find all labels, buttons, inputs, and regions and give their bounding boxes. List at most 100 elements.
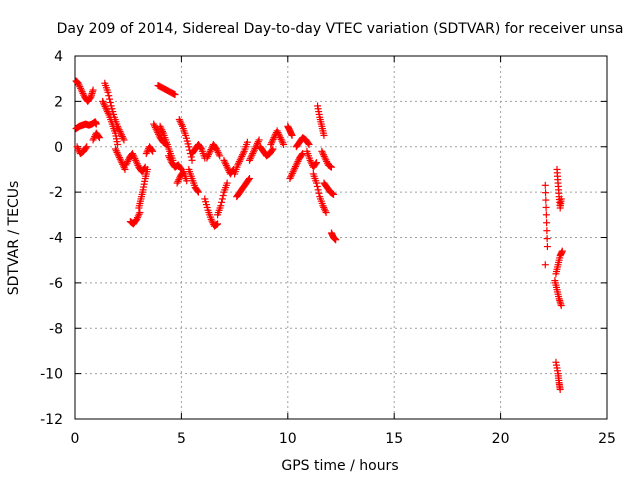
- data-point: [321, 154, 329, 162]
- data-point: [322, 156, 330, 164]
- data-point: [313, 182, 321, 190]
- data-point: [203, 154, 211, 162]
- data-point: [319, 151, 327, 159]
- data-point: [74, 79, 82, 87]
- data-point: [243, 138, 251, 146]
- data-point: [274, 129, 282, 137]
- data-point: [106, 95, 114, 103]
- data-point: [89, 86, 97, 94]
- data-point: [194, 187, 202, 195]
- data-point: [278, 137, 286, 145]
- data-point: [245, 175, 253, 183]
- data-point: [197, 144, 205, 152]
- data-point: [541, 261, 549, 269]
- data-point: [214, 220, 222, 228]
- data-point: [543, 243, 551, 251]
- data-point: [275, 130, 283, 138]
- y-tick-label: -12: [40, 412, 63, 428]
- data-point: [287, 173, 295, 181]
- data-point: [541, 181, 549, 189]
- data-point: [319, 149, 327, 157]
- data-point: [305, 140, 313, 148]
- data-point: [183, 177, 191, 185]
- data-point: [205, 149, 213, 157]
- data-point: [149, 147, 157, 155]
- data-point: [248, 151, 256, 159]
- data-point: [557, 195, 565, 203]
- data-point: [187, 153, 195, 161]
- data-point: [157, 124, 165, 132]
- data-point: [132, 158, 140, 166]
- data-point: [101, 102, 109, 110]
- data-point: [542, 196, 550, 204]
- data-point: [213, 145, 221, 153]
- data-point: [207, 215, 215, 223]
- data-point: [112, 147, 120, 155]
- data-point: [268, 146, 276, 154]
- data-point: [318, 147, 326, 155]
- data-point: [116, 155, 124, 163]
- x-tick-label: 0: [71, 431, 80, 447]
- data-point: [156, 122, 164, 130]
- data-point: [159, 127, 167, 135]
- data-point: [542, 203, 550, 211]
- data-point: [106, 99, 114, 107]
- data-point: [89, 136, 97, 144]
- data-point: [276, 134, 284, 142]
- data-point: [288, 169, 296, 177]
- data-point: [543, 219, 551, 227]
- data-point: [171, 91, 179, 99]
- data-point: [234, 161, 242, 169]
- data-point: [216, 152, 224, 160]
- data-point: [114, 140, 122, 148]
- data-point: [136, 209, 144, 217]
- data-point: [269, 135, 277, 143]
- data-point: [292, 163, 300, 171]
- data-point: [279, 139, 287, 147]
- data-point: [239, 151, 247, 159]
- data-point: [245, 156, 253, 164]
- data-point: [133, 215, 141, 223]
- data-point: [165, 154, 173, 162]
- data-point: [155, 130, 163, 138]
- data-point: [557, 302, 565, 310]
- data-point: [238, 152, 246, 160]
- data-point: [312, 160, 320, 168]
- x-tick-label: 5: [177, 431, 186, 447]
- data-point: [268, 137, 276, 145]
- y-tick-label: -4: [49, 231, 63, 247]
- data-point: [175, 176, 183, 184]
- x-axis-label: GPS time / hours: [281, 458, 398, 474]
- data-point: [255, 136, 263, 144]
- data-point: [323, 157, 331, 165]
- data-point: [74, 144, 82, 152]
- data-point: [135, 210, 143, 218]
- data-point: [173, 179, 181, 187]
- data-point: [119, 134, 127, 142]
- data-point: [254, 138, 262, 146]
- data-point: [99, 99, 107, 107]
- data-point: [268, 139, 276, 147]
- data-point: [321, 207, 329, 215]
- data-point: [122, 161, 130, 169]
- data-point: [298, 151, 306, 159]
- data-point: [166, 155, 174, 163]
- data-point: [215, 150, 223, 158]
- data-point: [251, 144, 259, 152]
- data-point: [222, 161, 230, 169]
- data-point: [293, 159, 301, 167]
- data-point: [175, 116, 183, 124]
- data-point: [315, 189, 323, 197]
- data-point: [117, 157, 125, 165]
- data-point: [239, 149, 247, 157]
- data-point: [327, 163, 335, 171]
- data-point: [306, 156, 314, 164]
- y-tick-label: -6: [49, 276, 63, 292]
- x-tick-label: 25: [598, 431, 616, 447]
- data-point: [177, 119, 185, 127]
- data-point: [542, 189, 550, 197]
- data-point: [245, 176, 253, 184]
- data-point: [82, 144, 90, 152]
- data-point: [558, 247, 566, 255]
